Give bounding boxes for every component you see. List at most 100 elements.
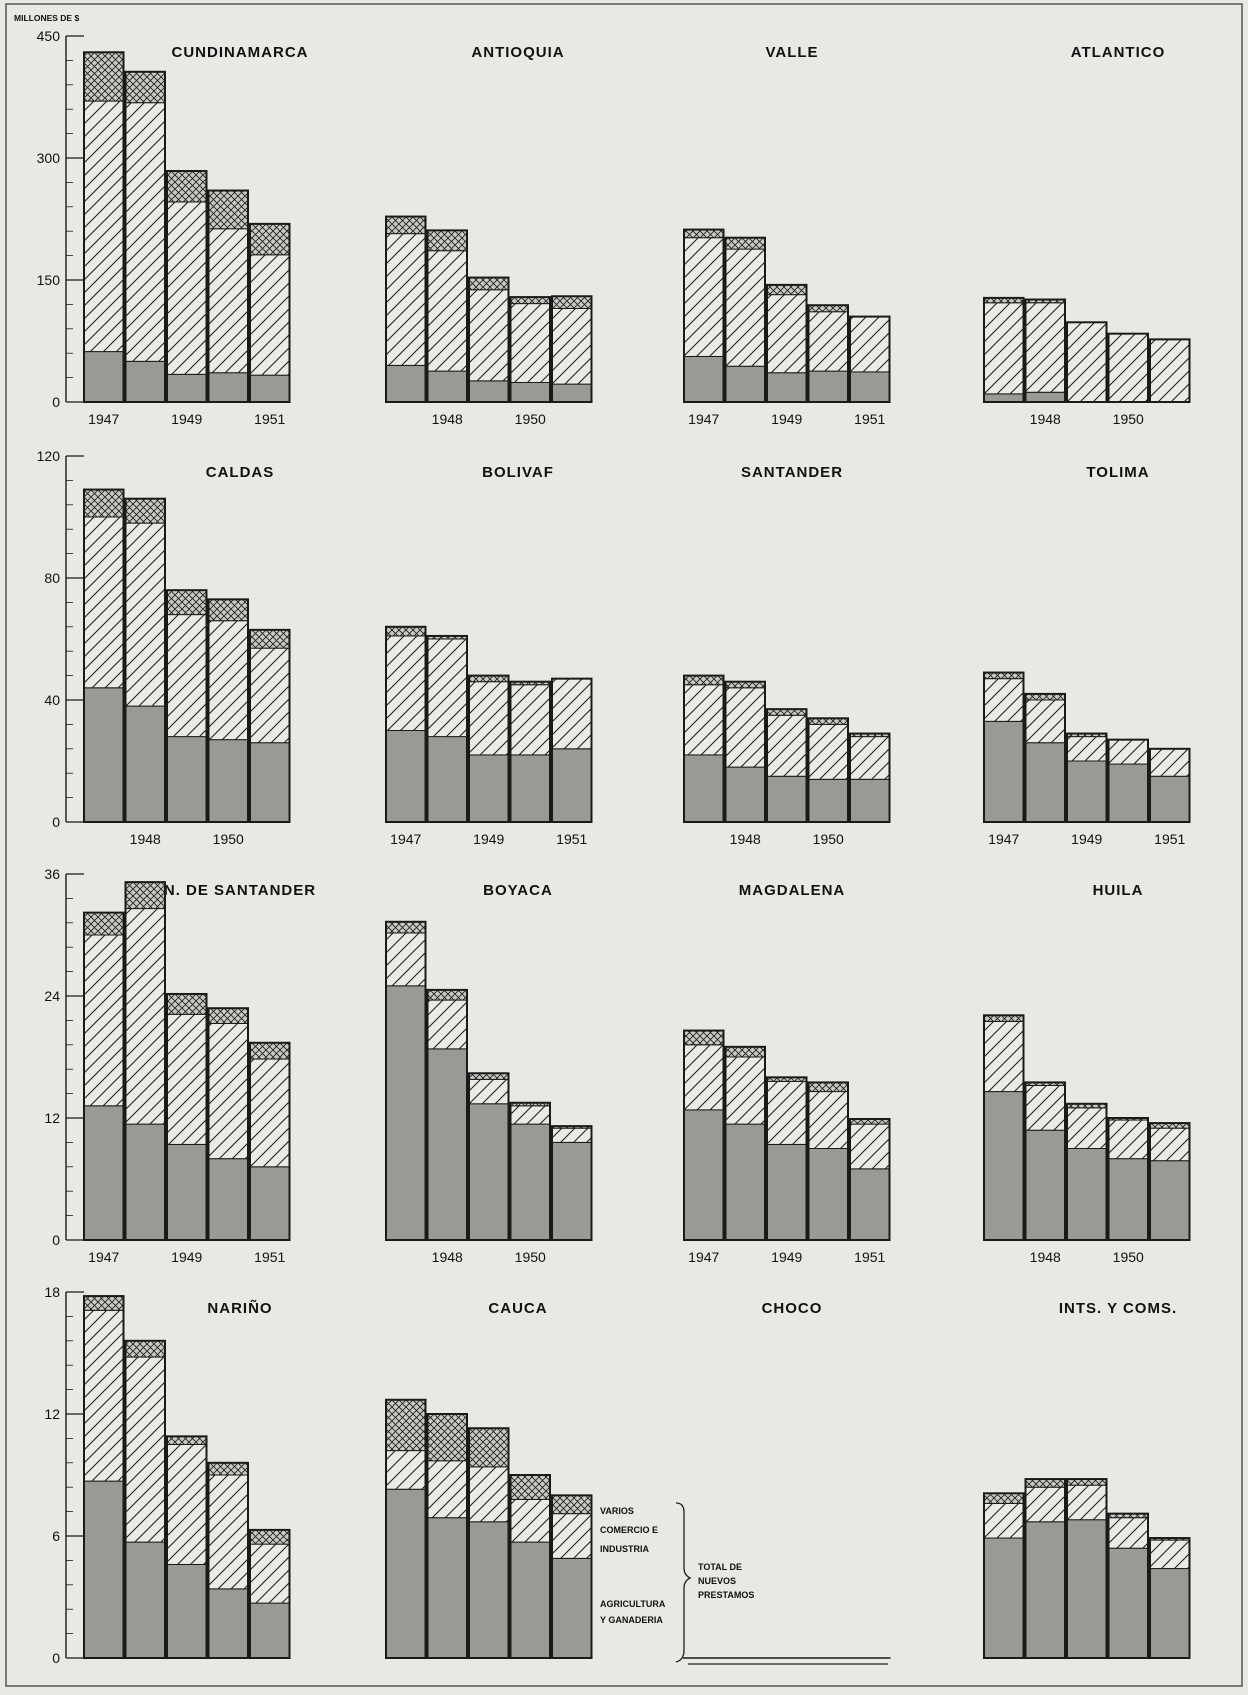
panel-title: CHOCO	[762, 1300, 823, 1317]
bar-segment-agricultura	[125, 705, 166, 823]
bar-segment-comercio	[551, 307, 592, 385]
bar-1950	[1107, 1117, 1149, 1241]
bar-segment-comercio	[1025, 1084, 1066, 1131]
bar-segment-agricultura	[427, 736, 468, 823]
bar-segment-comercio	[510, 1105, 551, 1125]
bar-segment-varios	[683, 229, 724, 239]
bar-1950	[509, 1101, 551, 1241]
bar-segment-agricultura	[683, 355, 724, 403]
bar-segment-comercio	[385, 635, 426, 732]
bar-segment-varios	[249, 1042, 290, 1060]
bar-segment-agricultura	[808, 370, 849, 403]
bar-segment-agricultura	[1108, 1158, 1149, 1241]
bar-segment-agricultura	[983, 1091, 1024, 1241]
bar-segment-comercio	[808, 723, 849, 780]
bar-segment-comercio	[125, 1356, 166, 1543]
bar-1947	[983, 671, 1025, 823]
bar-segment-agricultura	[125, 1541, 166, 1659]
bar-segment-varios	[468, 1427, 509, 1468]
bar-segment-agricultura	[427, 1517, 468, 1659]
bar-segment-varios	[249, 1529, 290, 1545]
bar-1948	[124, 1339, 166, 1660]
bar-1950	[807, 1081, 849, 1241]
chart-row-3: 0 12 24 36 N. DE SANTANDER 1947 1949 1951 BOYACA…	[44, 866, 1191, 1265]
bar-segment-varios	[249, 629, 290, 649]
bar-1951	[849, 732, 891, 823]
bar-1949	[166, 170, 208, 403]
bar-segment-agricultura	[249, 1602, 290, 1659]
bar-1951	[249, 1041, 291, 1242]
y-tick-label: 150	[37, 272, 61, 288]
bar-1947	[83, 1295, 125, 1659]
bar-1948	[124, 497, 166, 823]
bar-segment-agricultura	[249, 1166, 290, 1241]
x-tick-label: 1949	[473, 831, 504, 847]
bar-segment-agricultura	[983, 393, 1024, 403]
bar-segment-comercio	[1066, 736, 1107, 762]
bar-segment-comercio	[166, 614, 207, 738]
bar-1949	[468, 1427, 510, 1659]
y-tick-label: 0	[52, 1650, 60, 1666]
panel-magdalena: MAGDALENA 1947 1949 1951	[683, 882, 891, 1265]
panel-cauca: CAUCA	[385, 1300, 593, 1660]
bar-segment-comercio	[725, 1056, 766, 1125]
legend-varios: VARIOS	[600, 1506, 634, 1516]
x-tick-label: 1948	[1030, 1249, 1061, 1265]
bar-segment-varios	[427, 229, 468, 252]
bar-segment-comercio	[766, 1080, 807, 1145]
bar-1947	[983, 1492, 1025, 1660]
bar-1951	[1149, 1537, 1191, 1659]
bar-segment-comercio	[249, 647, 290, 744]
x-tick-label: 1947	[688, 411, 719, 427]
bar-segment-varios	[808, 1081, 849, 1093]
bar-1951	[551, 677, 593, 824]
panel-title: SANTANDER	[741, 464, 843, 481]
bar-segment-comercio	[427, 999, 468, 1050]
bar-segment-agricultura	[468, 754, 509, 823]
panel-n-de-santander: N. DE SANTANDER 1947 1949 1951	[83, 881, 315, 1265]
bar-segment-varios	[385, 921, 426, 934]
bar-segment-comercio	[427, 638, 468, 738]
bar-segment-comercio	[1149, 1539, 1190, 1570]
bar-segment-comercio	[683, 1044, 724, 1111]
bar-segment-comercio	[725, 248, 766, 367]
bar-segment-comercio	[551, 1127, 592, 1143]
bar-segment-agricultura	[1066, 1519, 1107, 1659]
x-tick-label: 1951	[854, 1249, 885, 1265]
bar-segment-varios	[208, 190, 249, 230]
bar-segment-agricultura	[1066, 760, 1107, 823]
bar-segment-agricultura	[385, 1488, 426, 1659]
bar-segment-comercio	[1025, 302, 1066, 393]
bar-segment-comercio	[125, 908, 166, 1125]
bar-segment-agricultura	[551, 1557, 592, 1659]
bar-1951	[551, 1125, 593, 1241]
bar-segment-comercio	[1025, 1486, 1066, 1523]
bar-segment-comercio	[983, 678, 1024, 722]
bar-segment-varios	[166, 170, 207, 203]
bar-segment-varios	[125, 881, 166, 910]
bar-1951	[1149, 338, 1191, 403]
bar-segment-comercio	[849, 316, 890, 373]
panel-title: VALLE	[765, 44, 818, 61]
bar-segment-comercio	[249, 254, 290, 376]
bar-1949	[166, 589, 208, 824]
bar-segment-varios	[83, 51, 124, 102]
bar-segment-agricultura	[385, 985, 426, 1241]
bar-segment-comercio	[983, 1502, 1024, 1539]
x-tick-label: 1951	[254, 1249, 285, 1265]
bar-segment-comercio	[510, 303, 551, 383]
bar-1949	[468, 1072, 510, 1242]
bar-segment-comercio	[1108, 1517, 1149, 1549]
bar-segment-agricultura	[125, 1123, 166, 1241]
bar-segment-varios	[385, 1399, 426, 1452]
bar-segment-agricultura	[166, 736, 207, 823]
bar-segment-comercio	[208, 228, 249, 374]
bar-segment-agricultura	[83, 687, 124, 823]
bar-1949	[1066, 321, 1108, 403]
bar-segment-agricultura	[1025, 742, 1066, 823]
bar-1950	[207, 189, 249, 403]
bar-1951	[1149, 1122, 1191, 1242]
panel-valle: VALLE 1947 1949 1951	[683, 44, 891, 427]
